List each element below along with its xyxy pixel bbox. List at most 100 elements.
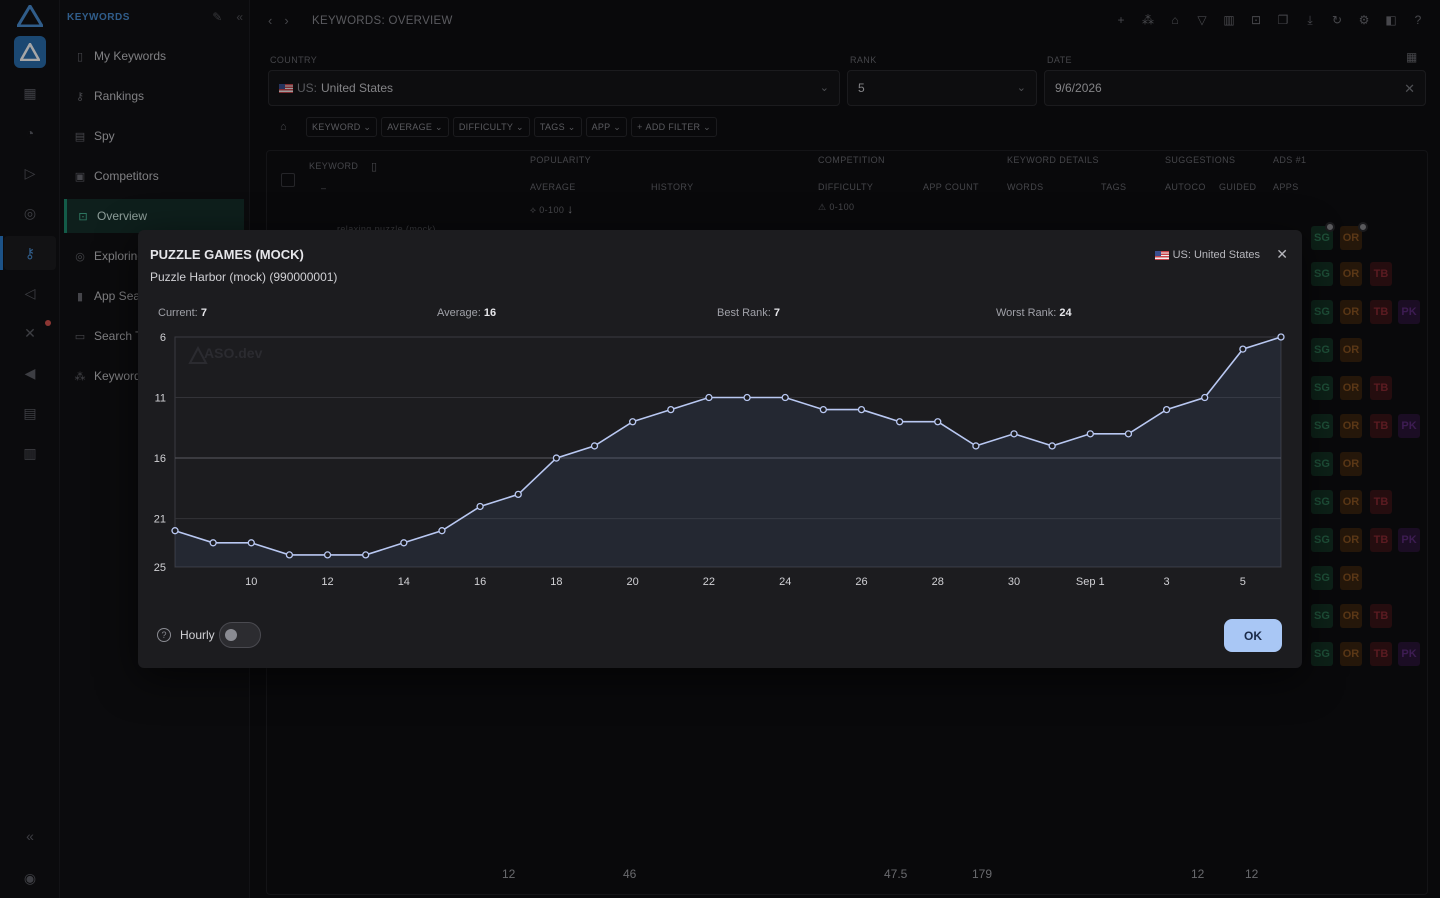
chip-keyword[interactable]: KEYWORD ⌄ — [306, 117, 378, 137]
data-point — [552, 454, 561, 462]
avg-range: 0-100 — [539, 205, 565, 215]
download-icon[interactable]: ⤓ — [1307, 12, 1313, 27]
chip-average[interactable]: AVERAGE ⌄ — [381, 117, 449, 137]
chip-tags[interactable]: TAGS ⌄ — [533, 117, 582, 137]
calendar-icon[interactable]: ▦ — [1406, 50, 1418, 64]
key-icon[interactable]: ⚷ — [24, 244, 36, 261]
rank-history-modal: PUZZLE GAMES (MOCK) Puzzle Harbor (mock)… — [138, 230, 1302, 668]
collapse-sidebar-icon[interactable]: « — [236, 10, 243, 24]
analytics-icon[interactable]: ▤ — [23, 404, 37, 421]
data-point — [629, 418, 637, 426]
group-popularity: POPULARITY — [530, 155, 592, 165]
account-icon[interactable]: ◉ — [23, 869, 37, 886]
car-icon[interactable]: ⌂ — [1171, 13, 1179, 27]
add-icon[interactable]: + — [1117, 13, 1125, 27]
columns-icon[interactable]: ▥ — [1223, 13, 1235, 27]
help-icon[interactable]: ? — [157, 628, 171, 642]
rank-select[interactable]: 5 ⌄ — [847, 70, 1037, 106]
target-icon[interactable]: ◎ — [23, 204, 37, 221]
stat-label: Best Rank: — [717, 307, 771, 319]
chevron-down-icon: ⌄ — [1016, 82, 1026, 94]
clear-date-icon[interactable]: ✕ — [1404, 81, 1415, 96]
sidebar-item-exploring[interactable]: ◎ Exploring — [64, 239, 244, 273]
col-keyword[interactable]: KEYWORD — [309, 161, 359, 171]
hourly-toggle[interactable] — [219, 622, 261, 648]
badge-tb: TB — [1370, 262, 1392, 286]
col-words[interactable]: WORDS — [1007, 182, 1044, 192]
col-history[interactable]: HISTORY — [651, 182, 694, 192]
play-store-icon[interactable]: ▷ — [24, 164, 36, 181]
country-select[interactable]: US: United States ⌄ — [268, 70, 840, 106]
footer-total: 12 — [1245, 867, 1259, 881]
diff-range-filter[interactable]: ⚠ 0-100 — [818, 202, 855, 212]
keyword-filter-value[interactable]: – — [321, 183, 327, 193]
help-icon[interactable]: ? — [1414, 13, 1422, 27]
col-app-count[interactable]: APP COUNT — [923, 182, 979, 192]
megaphone-icon[interactable]: ◁ — [24, 284, 36, 301]
sidebar-item-keyword[interactable]: ⁂ Keyword — [64, 359, 244, 393]
sidebar-item-competitors[interactable]: ▣ Competitors — [64, 159, 244, 193]
bookmark-icon[interactable]: ▯ — [371, 161, 378, 173]
x-tick-label: 26 — [855, 576, 867, 588]
brand-logo-icon — [17, 5, 43, 27]
chip-add-filter[interactable]: + ADD FILTER ⌄ — [631, 117, 718, 137]
badge-or: OR — [1340, 604, 1362, 628]
sidebar-item-my-keywords[interactable]: ▯ My Keywords — [64, 39, 244, 73]
select-all-checkbox[interactable] — [281, 173, 295, 187]
forward-icon[interactable]: › — [284, 13, 289, 28]
speaker-icon[interactable]: ◀ — [24, 364, 36, 381]
col-average[interactable]: AVERAGE — [530, 182, 576, 192]
col-guided[interactable]: GUIDED — [1219, 182, 1257, 192]
badge-or: OR — [1340, 490, 1362, 514]
data-point — [323, 551, 332, 559]
panel-icon[interactable]: ◧ — [1385, 13, 1397, 27]
collapse-rail-icon[interactable]: « — [26, 828, 34, 844]
footer-total: 12 — [1191, 867, 1205, 881]
back-icon[interactable]: ‹ — [268, 13, 273, 28]
col-apps[interactable]: APPS — [1273, 182, 1299, 192]
avg-range-filter[interactable]: ⟡ 0-100 ↓ — [530, 202, 574, 216]
sidebar-item-overview[interactable]: ⊡ Overview — [64, 199, 244, 233]
data-point — [438, 527, 446, 535]
modal-country: US: United States — [1154, 249, 1260, 261]
icon-rail: ▦ ◔ ▷ ◎ ⚷ ◁ ✕ ◀ ▤ ▥ « ◉ — [0, 0, 60, 898]
refresh-icon[interactable]: ↻ — [1331, 13, 1343, 27]
chip-difficulty[interactable]: DIFFICULTY ⌄ — [452, 117, 530, 137]
sidebar-item-rankings[interactable]: ⚷ Rankings — [64, 79, 244, 113]
date-input[interactable]: 9/6/2026 ✕ — [1044, 70, 1426, 106]
gear-icon[interactable]: ⚙ — [1358, 13, 1370, 27]
badge-sg: SG — [1311, 642, 1333, 666]
copy-icon[interactable]: ❐ — [1277, 13, 1289, 27]
x-tick-label: 16 — [474, 576, 486, 588]
app-avatar[interactable] — [14, 36, 46, 68]
badge-or: OR — [1340, 414, 1362, 438]
apple-icon[interactable]: ◔ — [25, 125, 35, 141]
badge-tb: TB — [1370, 642, 1392, 666]
hierarchy-icon[interactable]: ⁂ — [1142, 13, 1154, 27]
sidebar-item-app-search[interactable]: ▮ App Sea — [64, 279, 244, 313]
store-icon[interactable]: ▥ — [23, 444, 37, 461]
col-autocomplete[interactable]: AUTOCO — [1165, 182, 1206, 192]
chip-app[interactable]: APP ⌄ — [585, 117, 628, 137]
col-tags[interactable]: TAGS — [1101, 182, 1127, 192]
badge-or: OR — [1340, 338, 1362, 362]
edit-icon[interactable]: ✎ — [212, 10, 223, 24]
data-point — [1124, 430, 1133, 438]
row-peek-keyword[interactable]: relaxing puzzle (mock) — [337, 224, 436, 234]
stat-best-rank: Best Rank: 7 — [717, 307, 780, 319]
close-icon[interactable]: ✕ — [1276, 246, 1288, 262]
filter-icon[interactable]: ▽ — [1197, 13, 1207, 27]
data-point — [1162, 405, 1171, 414]
sidebar-item-spy[interactable]: ▤ Spy — [64, 119, 244, 153]
ok-button[interactable]: OK — [1224, 619, 1282, 652]
rank-history-chart[interactable]: 6 11 16 21 25 ASO.dev 10 12 14 16 18 20 22 24 26 28 30 Se… — [138, 326, 1302, 596]
sidebar-item-search-trends[interactable]: ▭ Search T — [64, 319, 244, 353]
footer-total: 46 — [623, 867, 637, 881]
overview-icon: ⊡ — [78, 210, 88, 223]
col-difficulty[interactable]: DIFFICULTY — [818, 182, 874, 192]
dashboard-icon[interactable]: ▦ — [23, 84, 37, 101]
car-icon[interactable]: ⌂ — [280, 121, 287, 133]
screenshot-icon[interactable]: ⊡ — [1250, 13, 1262, 27]
watermark-logo-icon — [188, 345, 208, 364]
tools-icon[interactable]: ✕ — [24, 324, 36, 341]
